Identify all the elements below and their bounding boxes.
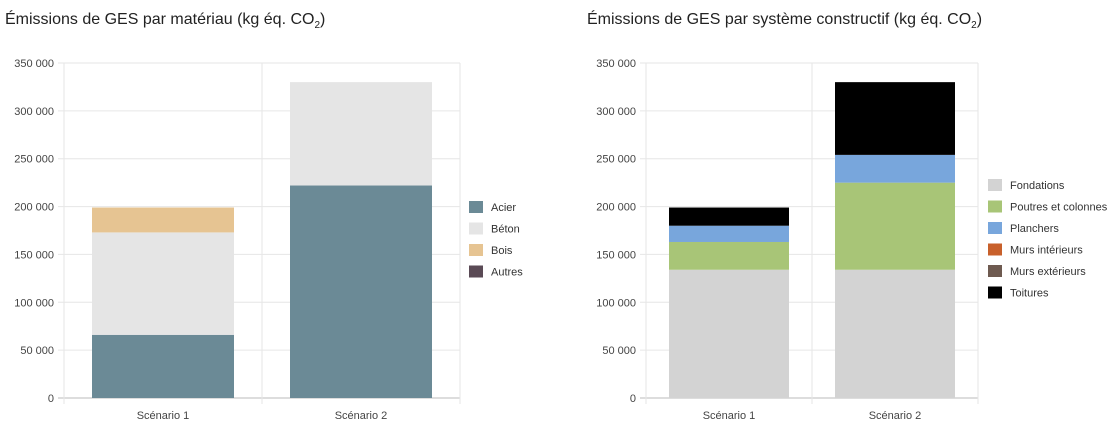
legend-label: Béton (491, 224, 520, 236)
y-tick-label: 200 000 (14, 202, 54, 214)
legend-swatch (988, 222, 1002, 234)
bar-segment-planchers (835, 154, 955, 183)
bar-segment-bois (92, 207, 234, 233)
x-tick-label: Scénario 1 (703, 410, 756, 422)
legend-label: Toitures (1010, 288, 1049, 300)
y-tick-label: 350 000 (14, 58, 54, 70)
legend-swatch (988, 286, 1002, 299)
legend-swatch (469, 244, 483, 256)
bar-segment-acier (92, 334, 234, 398)
bar-segment-acier (290, 185, 432, 398)
x-tick-label: Scénario 2 (335, 410, 388, 422)
legend-label: Planchers (1010, 223, 1059, 235)
bar-segment-b-ton (290, 82, 432, 186)
y-tick-label: 300 000 (14, 106, 54, 118)
chart-title-materials: Émissions de GES par matériau (kg éq. CO… (5, 11, 325, 31)
y-tick-label: 0 (48, 393, 54, 405)
chart-title-subscript: 2 (971, 20, 977, 32)
bar-segment-b-ton (92, 232, 234, 335)
bar-segment-planchers (669, 225, 789, 242)
y-tick-label: 100 000 (596, 297, 636, 309)
legend-label: Murs intérieurs (1010, 245, 1083, 257)
legend-swatch (988, 243, 1002, 256)
bar-segment-fondations (835, 269, 955, 398)
chart-title-text: Émissions de GES par matériau (kg éq. CO (5, 11, 315, 28)
bar-segment-poutres-et-colonnes (669, 241, 789, 270)
bar-segment-toitures (669, 207, 789, 226)
chart-systems: Émissions de GES par système constructif… (580, 0, 1119, 429)
y-tick-label: 250 000 (596, 154, 636, 166)
y-tick-label: 100 000 (14, 297, 54, 309)
bar-segment-poutres-et-colonnes (835, 182, 955, 270)
chart-materials-svg: 0 50 000 100 000 150 000 200 000 250 000 300 0… (14, 58, 523, 422)
y-tick-label: 50 000 (602, 345, 636, 357)
y-tick-label: 200 000 (596, 202, 636, 214)
legend-swatch (469, 201, 483, 213)
y-tick-label: 250 000 (14, 154, 54, 166)
chart-systems-svg: 0 50 000 100 000 150 000 200 000 250 000 300 0… (596, 58, 1108, 422)
bar-segment-toitures (835, 82, 955, 155)
chart-title-end: ) (976, 11, 983, 28)
legend-swatch (988, 179, 1002, 191)
x-tick-label: Scénario 1 (137, 410, 190, 422)
legend-label: Murs extérieurs (1010, 266, 1086, 278)
y-tick-label: 0 (630, 393, 636, 405)
bar-segment-fondations (669, 269, 789, 398)
x-tick-label: Scénario 2 (869, 410, 922, 422)
legend-label: Fondations (1010, 180, 1065, 192)
legend-label: Poutres et colonnes (1010, 202, 1108, 214)
y-tick-label: 300 000 (596, 106, 636, 118)
legend-label: Autres (491, 267, 523, 279)
chart-materials: Émissions de GES par matériau (kg éq. CO… (5, 11, 523, 422)
legend-swatch (469, 265, 483, 278)
legend-swatch (469, 222, 483, 235)
chart-title-text: Émissions de GES par système constructif… (587, 11, 972, 28)
legend-label: Bois (491, 245, 513, 257)
y-tick-label: 150 000 (14, 249, 54, 261)
y-tick-label: 150 000 (596, 249, 636, 261)
legend-swatch (988, 200, 1002, 213)
y-tick-label: 350 000 (596, 58, 636, 70)
y-tick-label: 50 000 (20, 345, 54, 357)
chart-title-subscript: 2 (314, 20, 321, 32)
chart-title-systems: Émissions de GES par système constructif… (587, 11, 982, 31)
legend-swatch (988, 265, 1002, 277)
chart-title-end: ) (320, 11, 326, 28)
legend-label: Acier (491, 202, 516, 214)
